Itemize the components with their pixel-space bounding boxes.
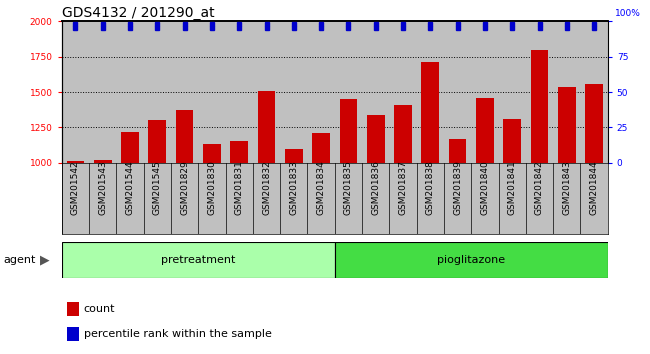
Bar (421, 62, 439, 163)
Bar (203, 144, 221, 163)
Bar (558, 87, 576, 163)
Bar (367, 115, 385, 163)
Text: percentile rank within the sample: percentile rank within the sample (84, 330, 272, 339)
Bar (585, 84, 603, 163)
Bar (148, 120, 166, 163)
Bar (176, 110, 194, 163)
Bar (257, 91, 276, 163)
Text: 100%: 100% (615, 10, 640, 18)
Text: GDS4132 / 201290_at: GDS4132 / 201290_at (62, 6, 214, 20)
Text: pretreatment: pretreatment (161, 255, 235, 265)
Text: agent: agent (3, 255, 36, 265)
Text: ▶: ▶ (40, 254, 50, 267)
Bar (335, 242, 608, 278)
Bar (62, 242, 335, 278)
Bar (67, 302, 79, 316)
Bar (312, 133, 330, 163)
Bar (448, 139, 467, 163)
Bar (66, 161, 84, 163)
Text: pioglitazone: pioglitazone (437, 255, 505, 265)
Bar (476, 98, 494, 163)
Bar (285, 149, 303, 163)
Bar (530, 50, 549, 163)
Bar (121, 132, 139, 163)
Bar (339, 99, 358, 163)
Bar (230, 141, 248, 163)
Text: count: count (84, 304, 115, 314)
Bar (67, 327, 79, 341)
Bar (503, 119, 521, 163)
Bar (94, 160, 112, 163)
Bar (394, 105, 412, 163)
